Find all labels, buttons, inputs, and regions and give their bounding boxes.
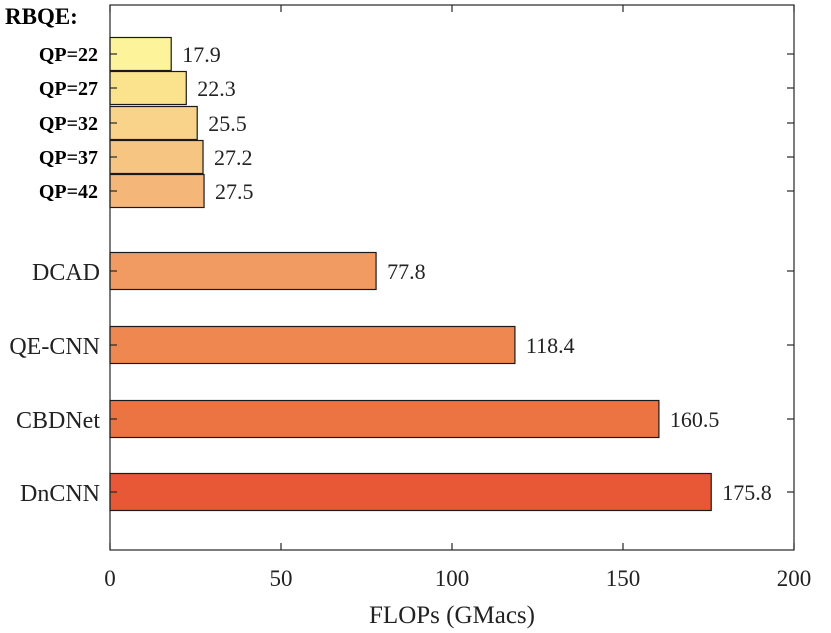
value-label: 22.3 [197, 76, 236, 101]
bar-qp-37 [109, 139, 204, 175]
value-label: 27.2 [214, 145, 253, 170]
value-label: 118.4 [526, 333, 575, 358]
group-label: RBQE: [5, 4, 78, 29]
x-tick-label: 200 [777, 566, 812, 591]
category-label: QP=37 [39, 147, 98, 169]
x-tick-label: 50 [270, 566, 293, 591]
value-label: 27.5 [215, 179, 254, 204]
bar-cbdnet [109, 399, 660, 439]
x-axis-title: FLOPs (GMacs) [369, 602, 535, 629]
category-label: QP=22 [39, 44, 98, 66]
category-label: DCAD [32, 260, 100, 286]
bar-qp-22 [109, 36, 172, 72]
category-label: QP=42 [39, 181, 98, 203]
value-label: 175.8 [722, 480, 772, 505]
bar-qp-42 [109, 173, 205, 209]
category-label: QP=27 [39, 78, 98, 100]
bar-dcad [109, 251, 377, 291]
value-label: 25.5 [208, 111, 247, 136]
bar-qp-27 [109, 70, 187, 106]
value-label: 160.5 [670, 407, 720, 432]
bars-group [109, 36, 712, 512]
bar-dncnn [109, 472, 712, 512]
value-label: 77.8 [387, 259, 426, 284]
category-label: QE-CNN [9, 334, 100, 360]
x-tick-label: 100 [435, 566, 470, 591]
x-tick-label: 150 [606, 566, 641, 591]
category-label: DnCNN [20, 481, 100, 507]
bar-qp-32 [109, 105, 198, 141]
ticks-group [109, 5, 795, 550]
bar-qe-cnn [109, 325, 516, 365]
value-label: 17.9 [182, 42, 221, 67]
category-label: CBDNet [16, 408, 100, 434]
labels-group: 17.9 QP=22 22.3 QP=27 25.5 QP=32 27.2 QP=37 27.5… [9, 42, 811, 591]
category-label: QP=32 [39, 113, 98, 135]
x-tick-label: 0 [104, 566, 116, 591]
